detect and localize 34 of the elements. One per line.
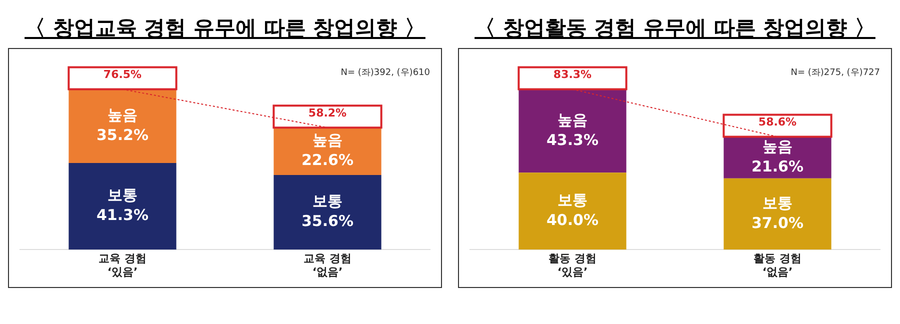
total-label: 76.5% xyxy=(103,68,142,82)
annotation: N= (좌)275, (우)727 xyxy=(790,67,880,79)
text: 〈 창업교육 경험 유무에 따른 창업의향 〉 xyxy=(24,15,426,42)
bar xyxy=(68,89,176,164)
data-label: 41.3% xyxy=(96,206,149,224)
series-label: 보통 xyxy=(312,192,342,210)
data-label: 35.2% xyxy=(96,126,149,144)
data-label: 22.6% xyxy=(301,151,354,170)
bar xyxy=(274,174,382,250)
bar xyxy=(518,89,626,173)
text: 〈 창업활동 경험 유무에 따른 창업의향 〉 xyxy=(474,15,876,42)
data-label: 37.0% xyxy=(751,214,804,232)
text: 보통 xyxy=(108,186,138,204)
data-label: 40.0% xyxy=(546,210,599,229)
series-label: 높음 xyxy=(312,131,342,150)
bar xyxy=(724,178,832,250)
x-tick-label: 교육 경험 ‘없음’ xyxy=(304,252,352,278)
total-label: 58.2% xyxy=(308,106,347,120)
data-label: 35.6% xyxy=(301,212,354,230)
x-tick-label: 활동 경험 ‘있음’ xyxy=(548,252,596,278)
data-label: 43.3% xyxy=(546,130,599,149)
series-label: 보통 xyxy=(762,194,792,212)
x-tick-label: 활동 경험 ‘없음’ xyxy=(754,252,802,278)
total-label: 83.3% xyxy=(553,68,592,82)
bar xyxy=(518,172,626,250)
text: 높음 xyxy=(108,106,138,124)
data-label: 21.6% xyxy=(751,157,804,176)
bar xyxy=(68,163,176,250)
annotation: N= (좌)392, (우)610 xyxy=(340,67,430,79)
text: 높음 xyxy=(558,110,588,129)
series-label: 높음 xyxy=(762,137,792,156)
text: 보통 xyxy=(558,190,588,209)
total-label: 58.6% xyxy=(758,116,797,129)
x-tick-label: 교육 경험 ‘있음’ xyxy=(98,252,146,278)
